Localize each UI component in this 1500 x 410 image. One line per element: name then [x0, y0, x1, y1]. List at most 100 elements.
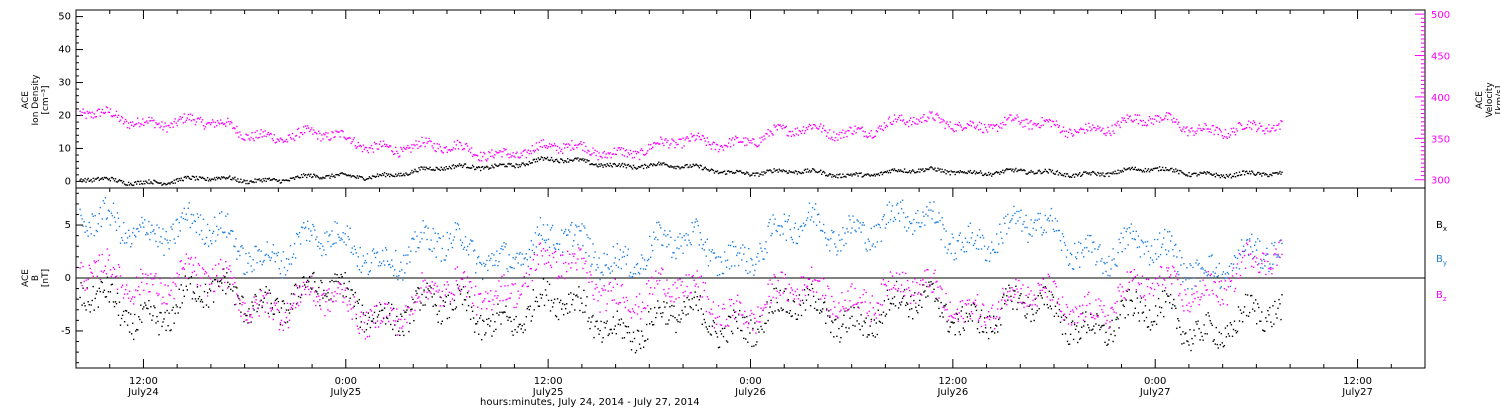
data-point — [892, 303, 895, 305]
data-point — [510, 163, 512, 165]
data-point — [475, 272, 477, 274]
data-point — [116, 181, 119, 183]
data-point — [609, 272, 611, 274]
data-point — [306, 281, 308, 283]
data-point — [581, 223, 583, 225]
data-point — [182, 289, 184, 292]
data-point — [945, 303, 947, 306]
data-point — [157, 294, 159, 297]
data-point — [1021, 230, 1023, 232]
data-point — [585, 252, 587, 254]
data-point — [241, 244, 243, 247]
data-point — [103, 289, 106, 291]
data-point — [575, 144, 577, 146]
data-point — [1263, 330, 1265, 332]
data-point — [1025, 118, 1027, 120]
data-point — [315, 131, 317, 134]
data-point — [1137, 168, 1140, 170]
data-point — [862, 334, 864, 336]
data-point — [189, 178, 192, 180]
data-point — [1222, 346, 1225, 348]
data-point — [1083, 171, 1085, 173]
data-point — [1153, 118, 1156, 120]
data-point — [909, 221, 911, 223]
data-point — [789, 309, 791, 312]
data-point — [170, 122, 172, 124]
data-point — [889, 302, 892, 305]
data-point — [183, 268, 185, 270]
data-point — [1222, 271, 1225, 273]
data-point — [86, 179, 88, 181]
data-point — [1188, 172, 1190, 174]
data-point — [1249, 238, 1251, 240]
data-point — [974, 173, 977, 175]
data-point — [924, 120, 926, 122]
data-point — [975, 171, 978, 173]
data-point — [281, 139, 284, 141]
data-point — [574, 157, 576, 160]
data-point — [538, 141, 541, 144]
data-point — [177, 235, 179, 238]
data-point — [1247, 315, 1250, 317]
data-point — [900, 114, 903, 116]
data-point — [1138, 246, 1141, 248]
data-point — [256, 130, 258, 132]
data-point — [328, 174, 330, 177]
data-point — [355, 147, 357, 149]
data-point — [947, 124, 949, 126]
data-point — [1209, 276, 1211, 279]
data-point — [126, 237, 129, 239]
data-point — [718, 148, 721, 151]
data-point — [1232, 127, 1235, 129]
data-point — [344, 137, 346, 139]
data-point — [775, 287, 777, 289]
data-point — [1041, 297, 1043, 299]
data-point — [282, 179, 285, 181]
data-point — [479, 261, 481, 264]
data-point — [638, 166, 641, 168]
data-point — [207, 122, 210, 124]
data-point — [121, 239, 124, 242]
data-point — [644, 339, 647, 342]
data-point — [437, 321, 439, 323]
data-point — [914, 122, 916, 124]
data-point — [1264, 133, 1266, 135]
data-point — [995, 124, 997, 126]
data-point — [868, 174, 870, 176]
data-point — [239, 302, 241, 305]
data-point — [85, 309, 87, 311]
data-point — [1182, 331, 1184, 333]
data-point — [893, 296, 896, 298]
data-point — [508, 162, 510, 165]
data-point — [1074, 256, 1077, 258]
data-point — [343, 282, 345, 285]
data-point — [929, 201, 931, 204]
data-point — [615, 333, 617, 335]
data-point — [320, 279, 322, 282]
data-point — [940, 238, 942, 241]
data-point — [452, 164, 455, 166]
data-point — [439, 237, 441, 240]
data-point — [122, 310, 125, 313]
data-point — [1046, 219, 1048, 221]
data-point — [527, 306, 529, 308]
data-point — [270, 257, 272, 259]
data-point — [298, 285, 301, 287]
data-point — [798, 130, 801, 132]
data-point — [1204, 269, 1206, 272]
data-point — [1191, 173, 1193, 175]
data-point — [1153, 167, 1156, 170]
data-point — [844, 310, 846, 312]
data-point — [1080, 175, 1082, 177]
data-point — [477, 257, 479, 259]
data-point — [611, 270, 613, 272]
data-point — [859, 128, 861, 130]
data-point — [1115, 264, 1117, 267]
data-point — [476, 166, 478, 168]
data-point — [1048, 168, 1050, 171]
data-point — [1252, 122, 1254, 125]
data-point — [265, 180, 267, 183]
data-point — [995, 324, 997, 326]
data-point — [489, 152, 491, 154]
data-point — [548, 246, 551, 248]
